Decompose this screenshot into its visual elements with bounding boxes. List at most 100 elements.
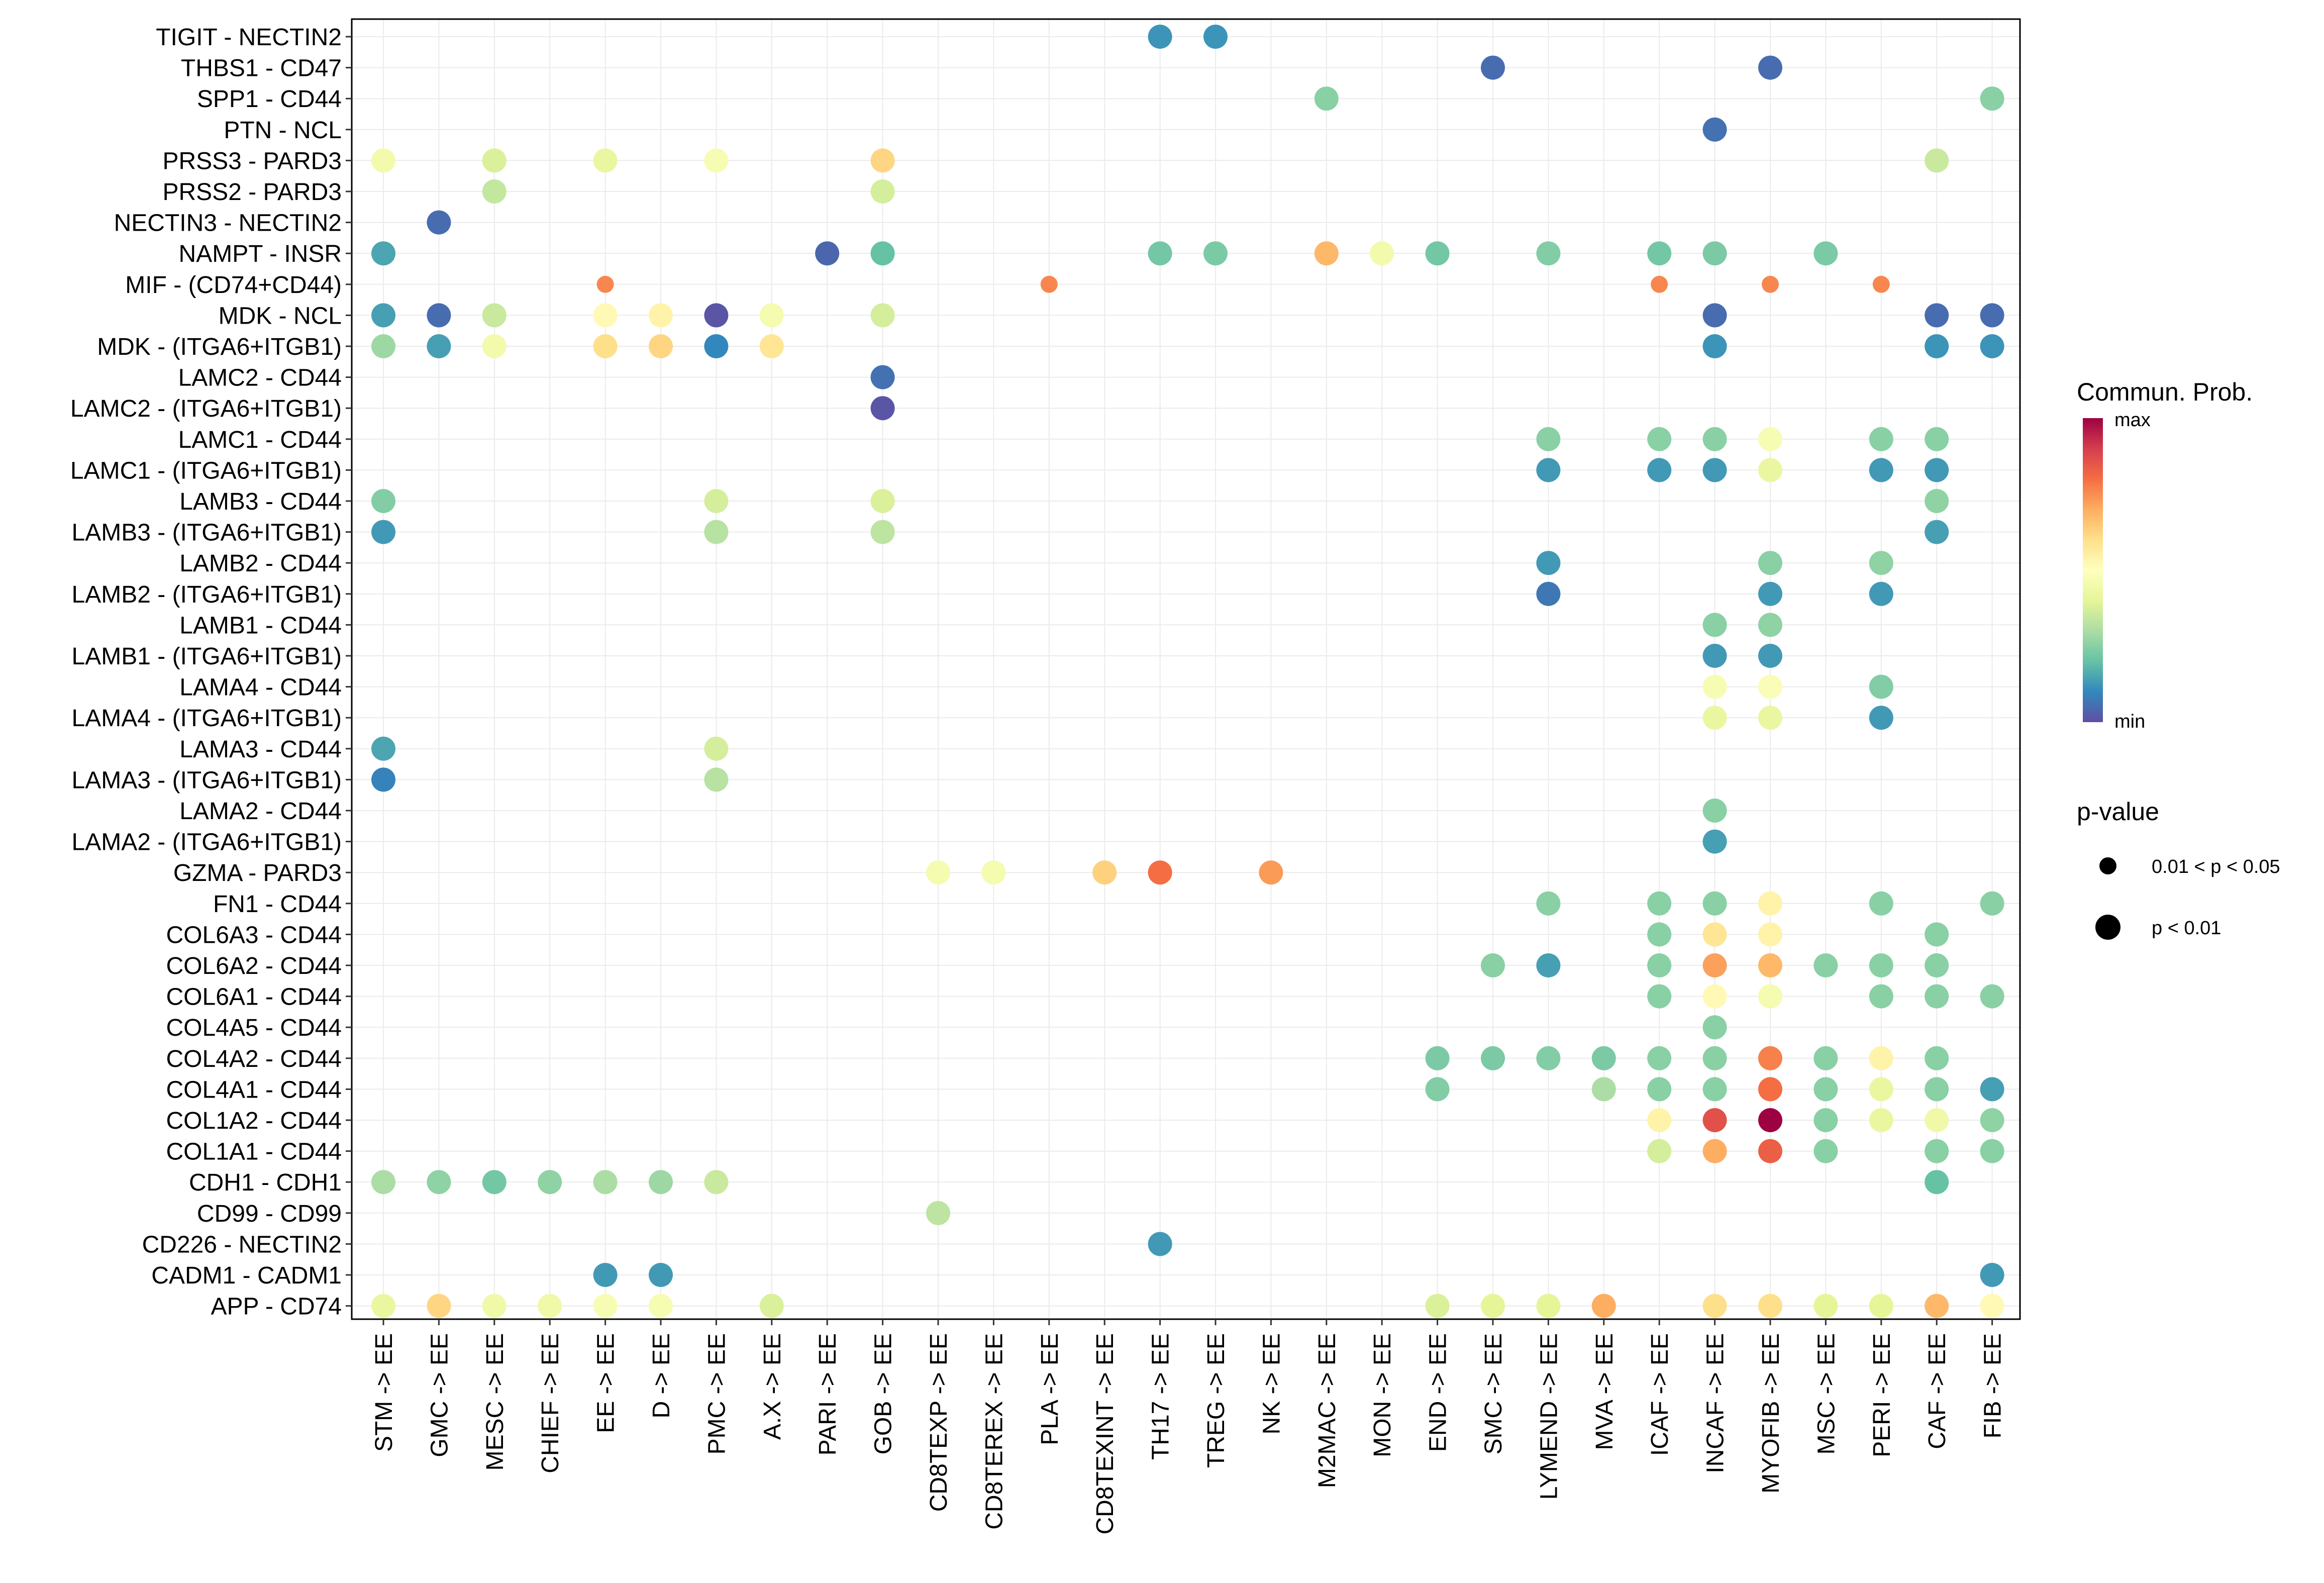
data-point <box>1702 644 1727 668</box>
data-point <box>1758 551 1782 575</box>
x-tick-label: INCAF -> EE <box>1702 1333 1729 1473</box>
data-point <box>1702 613 1727 637</box>
data-point <box>926 860 950 885</box>
data-point <box>1925 1170 1949 1195</box>
data-point <box>704 520 729 544</box>
data-point <box>1702 1077 1727 1102</box>
data-point <box>870 148 895 173</box>
data-point <box>870 489 895 513</box>
x-tick-label: MON -> EE <box>1369 1333 1396 1457</box>
data-point <box>870 520 895 544</box>
data-point <box>759 1294 784 1318</box>
data-point <box>1869 1046 1893 1070</box>
y-tick-label: MIF - (CD74+CD44) <box>125 272 342 299</box>
y-tick-label: NAMPT - INSR <box>179 241 342 267</box>
data-point <box>1702 427 1727 451</box>
data-point <box>1647 1046 1672 1070</box>
data-point <box>1259 860 1283 885</box>
data-point <box>482 334 507 358</box>
data-point <box>1925 984 1949 1009</box>
y-tick-label: COL6A1 - CD44 <box>166 984 342 1011</box>
data-point <box>1203 241 1228 266</box>
data-point <box>1980 1108 2004 1132</box>
data-point <box>371 1294 395 1318</box>
data-point <box>981 860 1006 885</box>
data-point <box>1536 1294 1561 1318</box>
data-point <box>1980 1294 2004 1318</box>
data-point <box>1869 1108 1893 1132</box>
y-tick-label: LAMB1 - (ITGA6+ITGB1) <box>72 643 342 670</box>
x-tick-label: MVA -> EE <box>1591 1333 1618 1450</box>
y-tick-label: LAMA3 - CD44 <box>179 736 342 763</box>
data-point <box>1314 86 1339 111</box>
data-point <box>1925 148 1949 173</box>
data-point <box>1651 275 1668 293</box>
data-point <box>1925 458 1949 482</box>
data-point <box>1925 427 1949 451</box>
data-point <box>1925 1077 1949 1102</box>
data-point <box>538 1170 562 1195</box>
y-tick-label: CDH1 - CDH1 <box>189 1169 342 1196</box>
data-point <box>1758 613 1782 637</box>
data-point <box>1925 520 1949 544</box>
data-point <box>1536 1046 1561 1070</box>
data-point <box>1425 1046 1450 1070</box>
data-point <box>1647 458 1672 482</box>
x-tick-label: MESC -> EE <box>482 1333 509 1470</box>
data-point <box>1813 953 1838 977</box>
data-point <box>1536 551 1561 575</box>
data-point <box>1425 1294 1450 1318</box>
colorbar-min-label: min <box>2114 711 2145 732</box>
data-point <box>1647 241 1672 266</box>
x-tick-label: ICAF -> EE <box>1647 1333 1673 1456</box>
data-point <box>1702 829 1727 854</box>
data-point <box>1647 984 1672 1009</box>
y-tick-label: MDK - NCL <box>219 303 342 329</box>
data-point <box>1758 1294 1782 1318</box>
data-point <box>1425 241 1450 266</box>
data-point <box>1869 984 1893 1009</box>
data-point <box>1536 581 1561 606</box>
data-point <box>427 1294 451 1318</box>
x-tick-label: MYOFIB -> EE <box>1758 1333 1784 1494</box>
data-point <box>1536 427 1561 451</box>
data-point <box>1869 1077 1893 1102</box>
data-point <box>1758 1046 1782 1070</box>
x-axis-labels: STM -> EE GMC -> EE MESC -> EE CHIEF -> EE E… <box>371 1319 2006 1535</box>
x-tick-label: A.X -> EE <box>759 1333 786 1440</box>
data-point <box>1702 1108 1727 1132</box>
data-point <box>926 1201 950 1225</box>
data-point <box>1702 891 1727 916</box>
x-tick-label: CAF -> EE <box>1924 1333 1951 1449</box>
x-tick-label: TH17 -> EE <box>1148 1333 1174 1460</box>
data-point <box>1980 86 2004 111</box>
data-point <box>1647 1077 1672 1102</box>
data-point <box>1762 275 1779 293</box>
y-tick-label: LAMB2 - CD44 <box>179 550 342 577</box>
colorbar-max-label: max <box>2114 410 2151 431</box>
data-point <box>870 365 895 389</box>
data-point <box>704 334 729 358</box>
data-point <box>482 148 507 173</box>
data-point <box>759 303 784 328</box>
data-point <box>1647 1108 1672 1132</box>
data-point <box>704 303 729 328</box>
x-tick-label: PMC -> EE <box>703 1333 730 1454</box>
data-point <box>1869 427 1893 451</box>
data-point <box>1148 241 1172 266</box>
data-point <box>371 736 395 761</box>
data-point <box>1869 551 1893 575</box>
y-tick-label: SPP1 - CD44 <box>197 86 342 113</box>
data-point <box>1040 275 1058 293</box>
data-point <box>1925 1046 1949 1070</box>
data-point <box>1758 644 1782 668</box>
data-point <box>482 179 507 204</box>
y-tick-label: LAMA3 - (ITGA6+ITGB1) <box>72 767 342 794</box>
y-tick-label: CD226 - NECTIN2 <box>142 1231 342 1258</box>
data-point <box>1869 458 1893 482</box>
data-point <box>1758 922 1782 947</box>
data-point <box>371 303 395 328</box>
data-point <box>1758 1077 1782 1102</box>
data-point <box>1702 241 1727 266</box>
data-point <box>1702 799 1727 823</box>
